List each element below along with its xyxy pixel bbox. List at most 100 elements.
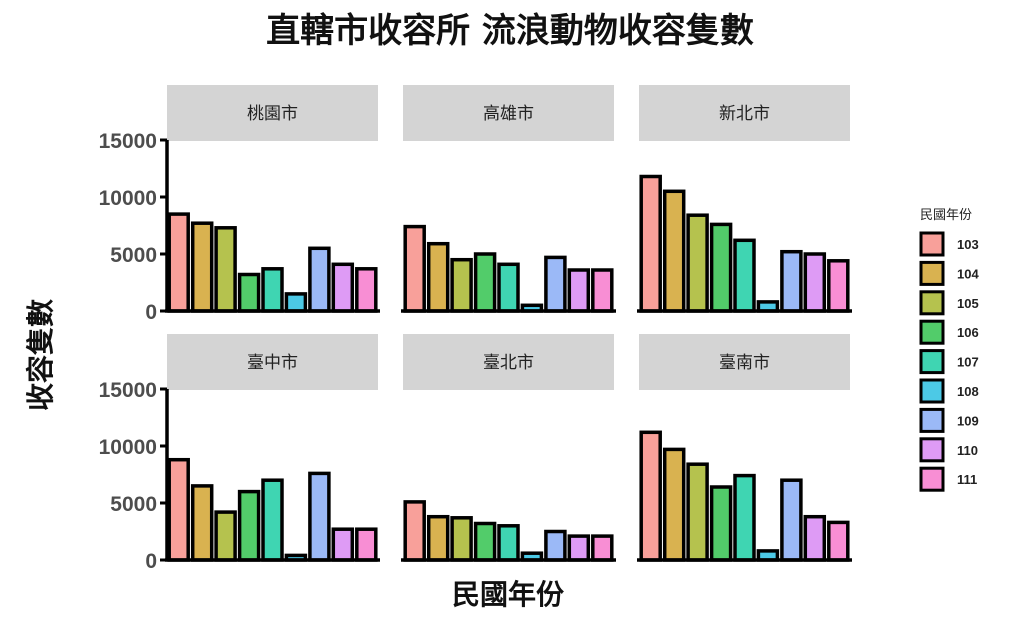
legend-swatch bbox=[919, 407, 945, 433]
bar bbox=[827, 520, 850, 562]
facet-panel: 臺中市 0 5000 10000 15000 bbox=[99, 334, 380, 573]
bar bbox=[331, 527, 355, 562]
facet-strip-label: 高雄市 bbox=[483, 104, 534, 124]
bar bbox=[544, 529, 567, 562]
bar bbox=[803, 514, 827, 562]
y-tick-label: 15000 bbox=[99, 130, 157, 153]
bar bbox=[709, 485, 733, 562]
bar bbox=[662, 447, 686, 562]
bar bbox=[426, 241, 450, 313]
bar bbox=[567, 268, 591, 313]
facet-strip bbox=[167, 85, 378, 141]
bar bbox=[308, 471, 331, 562]
bar bbox=[450, 516, 473, 562]
bar bbox=[190, 221, 214, 313]
legend-label: 109 bbox=[957, 413, 979, 428]
bar bbox=[308, 246, 331, 313]
legend-label: 111 bbox=[957, 472, 977, 487]
bar bbox=[261, 267, 284, 313]
legend-label: 107 bbox=[957, 355, 979, 370]
bar bbox=[591, 534, 614, 562]
bar bbox=[450, 257, 473, 313]
bar bbox=[639, 430, 662, 562]
legend-swatch bbox=[919, 319, 945, 345]
bar bbox=[686, 213, 709, 313]
x-axis-label: 民國年份 bbox=[452, 578, 564, 611]
bar bbox=[403, 500, 426, 562]
legend-swatch bbox=[919, 466, 945, 492]
bar bbox=[214, 226, 237, 313]
bar bbox=[237, 489, 261, 562]
legend-label: 108 bbox=[957, 384, 979, 399]
legend-label: 106 bbox=[957, 325, 979, 340]
bar bbox=[497, 262, 520, 313]
legend-swatch bbox=[919, 378, 945, 404]
bar bbox=[780, 249, 803, 313]
bar bbox=[237, 272, 261, 313]
y-axis-label: 收容隻數 bbox=[24, 299, 57, 411]
bar bbox=[473, 521, 497, 562]
legend-swatch bbox=[919, 260, 945, 286]
legend-swatch bbox=[919, 437, 945, 463]
legend-swatch bbox=[919, 290, 945, 316]
bar bbox=[780, 478, 803, 562]
legend-label: 105 bbox=[957, 296, 979, 311]
y-tick-label: 5000 bbox=[110, 244, 157, 267]
y-tick-label: 5000 bbox=[110, 493, 157, 516]
legend-label: 104 bbox=[957, 266, 979, 281]
facet-strip bbox=[403, 85, 614, 141]
facet-strip-label: 桃園市 bbox=[247, 104, 298, 124]
bar bbox=[497, 524, 520, 562]
legend-label: 103 bbox=[957, 237, 979, 252]
legend: 民國年份 103 104 105 106 107 108 109 110 111 bbox=[919, 208, 979, 492]
y-tick-label: 0 bbox=[145, 301, 157, 324]
bar bbox=[331, 262, 355, 313]
bar bbox=[803, 252, 827, 313]
facet-strip bbox=[403, 334, 614, 390]
facet-strip bbox=[639, 85, 850, 141]
bar bbox=[426, 514, 450, 562]
bar bbox=[167, 212, 190, 313]
bar bbox=[284, 292, 308, 313]
bar bbox=[567, 534, 591, 562]
bar bbox=[190, 484, 214, 562]
bar bbox=[544, 255, 567, 313]
facet-strip-label: 臺中市 bbox=[247, 353, 298, 373]
facet-panel: 桃園市 0 5000 10000 15000 bbox=[99, 85, 380, 324]
facet-strip-label: 新北市 bbox=[719, 104, 770, 124]
facet-panel: 高雄市 bbox=[401, 85, 616, 313]
facet-panel: 新北市 bbox=[637, 85, 852, 313]
facet-panel: 臺南市 bbox=[637, 334, 852, 562]
facet-panel: 臺北市 bbox=[401, 334, 616, 562]
bar bbox=[355, 267, 378, 313]
bar bbox=[733, 238, 756, 313]
bar bbox=[261, 478, 284, 562]
y-tick-label: 15000 bbox=[99, 379, 157, 402]
bar bbox=[403, 224, 426, 313]
bar bbox=[591, 268, 614, 313]
legend-swatch bbox=[919, 349, 945, 375]
y-tick-label: 10000 bbox=[99, 187, 157, 210]
bar bbox=[355, 527, 378, 562]
facet-strip-label: 臺北市 bbox=[483, 353, 534, 373]
legend-swatch bbox=[919, 231, 945, 257]
legend-title: 民國年份 bbox=[920, 208, 972, 223]
bar bbox=[709, 222, 733, 313]
bar bbox=[733, 473, 756, 562]
bar bbox=[214, 510, 237, 562]
bar bbox=[827, 259, 850, 313]
legend-label: 110 bbox=[957, 443, 978, 458]
y-tick-label: 10000 bbox=[99, 436, 157, 459]
facet-strip bbox=[167, 334, 378, 390]
y-tick-label: 0 bbox=[145, 550, 157, 573]
bar bbox=[662, 189, 686, 313]
chart-title: 直轄市收容所 流浪動物收容隻數 bbox=[266, 11, 754, 51]
facet-strip bbox=[639, 334, 850, 390]
bar bbox=[639, 174, 662, 313]
facet-strip-label: 臺南市 bbox=[719, 353, 770, 373]
bar bbox=[473, 252, 497, 313]
bar bbox=[167, 457, 190, 562]
bar bbox=[686, 462, 709, 562]
